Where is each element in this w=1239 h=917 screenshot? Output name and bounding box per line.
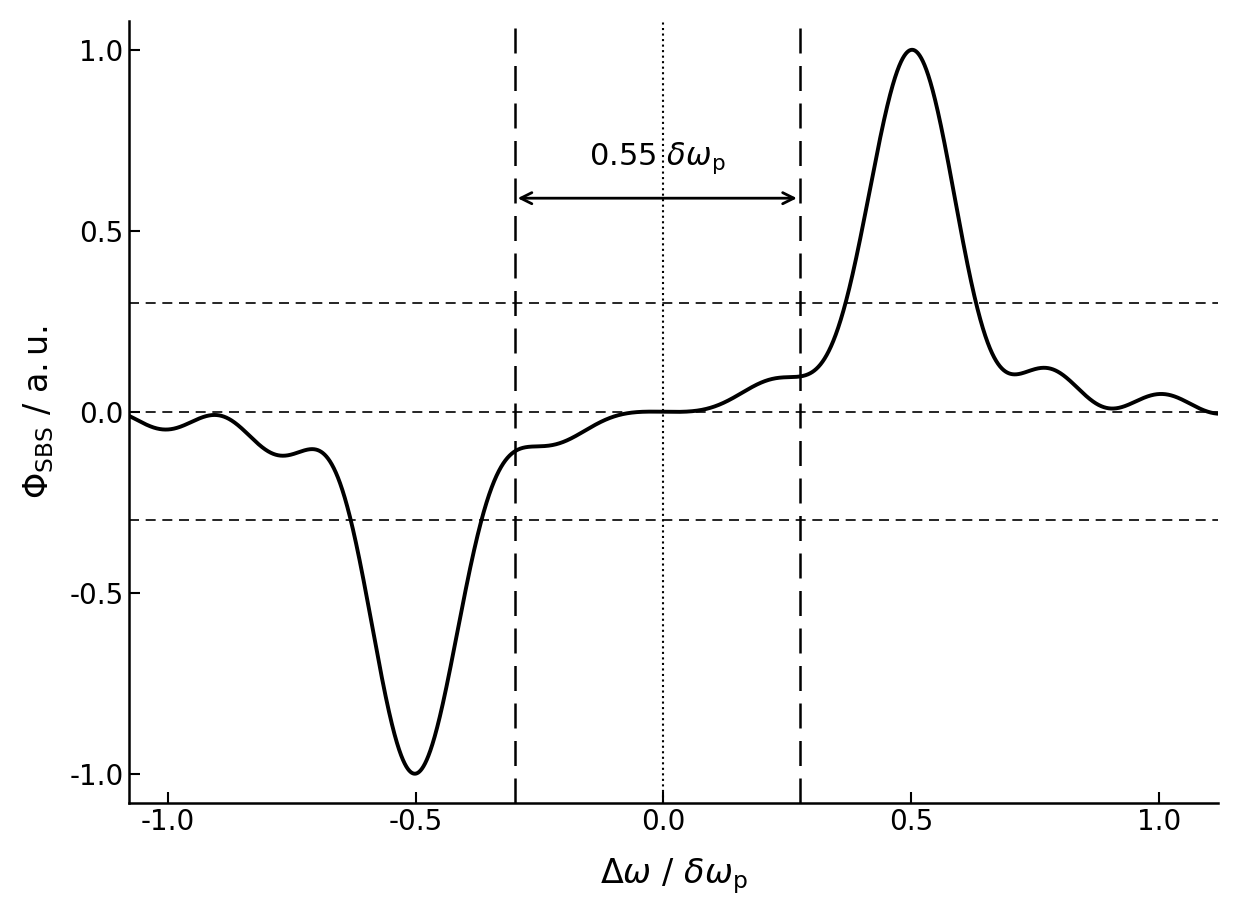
Text: $0.55\ \delta\omega_\mathrm{p}$: $0.55\ \delta\omega_\mathrm{p}$ (590, 140, 726, 176)
X-axis label: $\Delta\omega\ /\ \delta\omega_\mathrm{p}$: $\Delta\omega\ /\ \delta\omega_\mathrm{p… (600, 856, 747, 896)
Y-axis label: $\Phi_\mathrm{SBS}\ /\ \mathrm{a.u.}$: $\Phi_\mathrm{SBS}\ /\ \mathrm{a.u.}$ (21, 325, 56, 499)
